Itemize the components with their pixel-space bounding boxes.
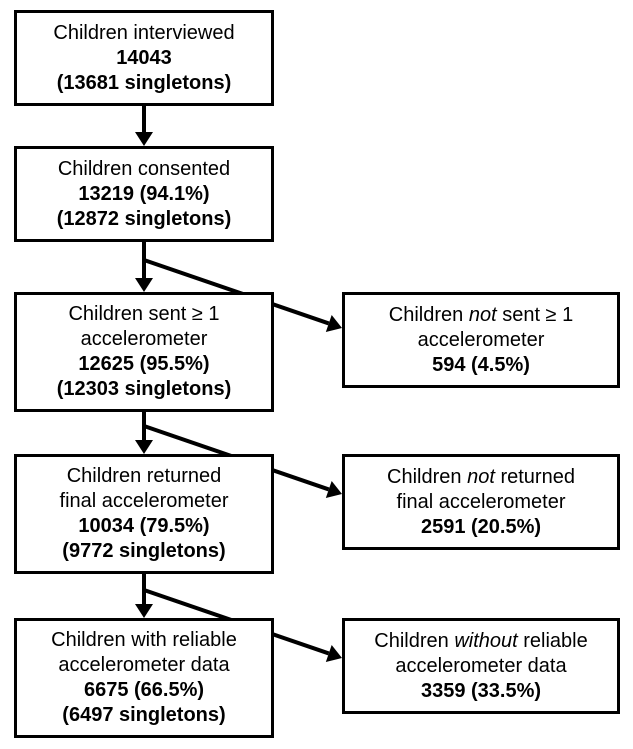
node-interviewed-line-1: 14043	[116, 46, 172, 71]
node-reliable-data-line-2: 6675 (66.5%)	[84, 678, 204, 703]
node-without-reliable-data-line-0-seg-2: reliable	[518, 630, 588, 652]
node-not-sent-accelerometer-line-0-seg-2: sent ≥ 1	[497, 304, 574, 326]
node-sent-accelerometer-line-0: Children sent ≥ 1	[68, 302, 219, 327]
node-interviewed-line-0: Children interviewed	[53, 21, 234, 46]
node-reliable-data-line-1: accelerometer data	[58, 653, 229, 678]
node-not-sent-accelerometer-line-0: Children not sent ≥ 1	[389, 303, 573, 328]
arrow-consented-to-sent-head	[135, 278, 153, 292]
node-not-sent-accelerometer-line-0-seg-1: not	[469, 304, 497, 326]
arrow-returned-to-without-reliable-head	[326, 645, 342, 662]
node-sent-accelerometer-line-2: 12625 (95.5%)	[78, 352, 209, 377]
node-returned-final-line-0: Children returned	[67, 464, 222, 489]
arrow-interviewed-to-consented-head	[135, 132, 153, 146]
node-consented-line-2: (12872 singletons)	[57, 207, 232, 232]
node-consented-line-1: 13219 (94.1%)	[78, 182, 209, 207]
node-without-reliable-data-line-2: 3359 (33.5%)	[421, 679, 541, 704]
node-without-reliable-data-line-0-seg-0: Children	[374, 630, 454, 652]
node-interviewed: Children interviewed14043(13681 singleto…	[14, 10, 274, 106]
node-consented-line-0: Children consented	[58, 157, 230, 182]
arrow-sent-to-not-returned-head	[326, 481, 342, 498]
node-without-reliable-data: Children without reliableaccelerometer d…	[342, 618, 620, 714]
node-without-reliable-data-line-0-seg-1: without	[454, 630, 517, 652]
node-returned-final-line-1: final accelerometer	[60, 489, 229, 514]
node-not-sent-accelerometer: Children not sent ≥ 1accelerometer594 (4…	[342, 292, 620, 388]
node-interviewed-line-2: (13681 singletons)	[57, 71, 232, 96]
node-not-returned-final-line-0-seg-1: not	[467, 466, 495, 488]
node-sent-accelerometer: Children sent ≥ 1accelerometer12625 (95.…	[14, 292, 274, 412]
node-sent-accelerometer-line-3: (12303 singletons)	[57, 377, 232, 402]
node-not-sent-accelerometer-line-2: 594 (4.5%)	[432, 353, 530, 378]
node-not-sent-accelerometer-line-1: accelerometer	[418, 328, 545, 353]
node-not-returned-final-line-0: Children not returned	[387, 465, 575, 490]
node-consented: Children consented13219 (94.1%)(12872 si…	[14, 146, 274, 242]
flowchart-canvas: Children interviewed14043(13681 singleto…	[0, 0, 633, 749]
node-not-sent-accelerometer-line-0-seg-0: Children	[389, 304, 469, 326]
node-reliable-data: Children with reliableaccelerometer data…	[14, 618, 274, 738]
node-sent-accelerometer-line-1: accelerometer	[81, 327, 208, 352]
node-not-returned-final-line-2: 2591 (20.5%)	[421, 515, 541, 540]
node-returned-final-line-2: 10034 (79.5%)	[78, 514, 209, 539]
arrow-consented-to-not-sent-head	[326, 315, 342, 332]
node-reliable-data-line-3: (6497 singletons)	[62, 703, 225, 728]
node-not-returned-final-line-0-seg-0: Children	[387, 466, 467, 488]
node-not-returned-final-line-0-seg-2: returned	[495, 466, 575, 488]
node-without-reliable-data-line-1: accelerometer data	[395, 654, 566, 679]
node-returned-final-line-3: (9772 singletons)	[62, 539, 225, 564]
node-reliable-data-line-0: Children with reliable	[51, 628, 237, 653]
arrow-returned-to-reliable-head	[135, 604, 153, 618]
arrow-sent-to-returned-head	[135, 440, 153, 454]
node-not-returned-final-line-1: final accelerometer	[397, 490, 566, 515]
node-returned-final: Children returnedfinal accelerometer1003…	[14, 454, 274, 574]
node-not-returned-final: Children not returnedfinal accelerometer…	[342, 454, 620, 550]
node-without-reliable-data-line-0: Children without reliable	[374, 629, 587, 654]
